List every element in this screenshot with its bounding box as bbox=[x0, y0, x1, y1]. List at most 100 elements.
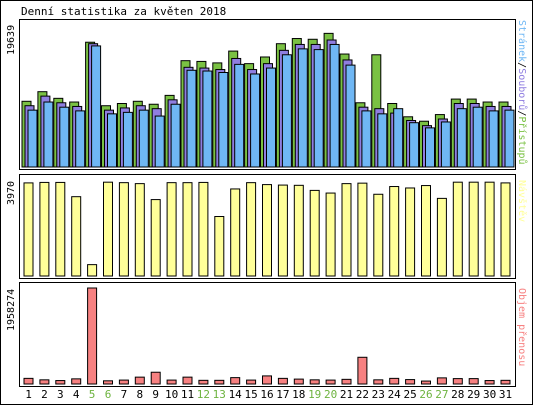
pages-bar-3 bbox=[59, 106, 70, 168]
kbytes-bar-13 bbox=[214, 379, 225, 385]
visits-bar-23 bbox=[373, 193, 384, 277]
visits-bar-10 bbox=[166, 182, 177, 277]
legend-sep-1: / bbox=[516, 62, 527, 68]
visits-bar-6 bbox=[103, 181, 113, 277]
day-label-3: 3 bbox=[57, 388, 64, 401]
pages-bar-18 bbox=[297, 48, 308, 168]
visits-bar-20 bbox=[325, 192, 336, 277]
visits-bar-14 bbox=[230, 188, 241, 277]
kbytes-bar-3 bbox=[55, 380, 66, 385]
pages-bar-31 bbox=[504, 109, 515, 168]
kbytes-bar-23 bbox=[373, 379, 384, 385]
kbytes-bar-28 bbox=[452, 378, 463, 385]
pages-bar-30 bbox=[488, 110, 499, 168]
kbytes-bar-16 bbox=[262, 375, 272, 385]
pages-bar-27 bbox=[440, 121, 451, 168]
visits-bar-25 bbox=[405, 187, 416, 277]
kbytes-bar-1 bbox=[23, 377, 34, 385]
kbytes-bar-9 bbox=[150, 371, 161, 385]
day-label-9: 9 bbox=[152, 388, 159, 401]
visits-bar-27 bbox=[436, 197, 447, 277]
day-label-21: 21 bbox=[340, 388, 353, 401]
kbytes-bar-21 bbox=[341, 378, 352, 385]
visits-bar-9 bbox=[150, 199, 161, 277]
legend-hits: Přístupů bbox=[516, 116, 528, 164]
visits-bar-31 bbox=[500, 182, 511, 277]
pages-bar-8 bbox=[138, 109, 149, 168]
kbytes-bar-14 bbox=[230, 377, 241, 385]
kbytes-bar-26 bbox=[421, 380, 431, 385]
visits-bar-11 bbox=[182, 182, 193, 277]
pages-bar-13 bbox=[218, 71, 229, 168]
kbytes-bar-5 bbox=[87, 287, 98, 385]
legend-sep-2: / bbox=[516, 110, 527, 116]
visits-bar-22 bbox=[357, 182, 368, 277]
kbytes-bar-8 bbox=[134, 376, 145, 385]
day-label-14: 14 bbox=[229, 388, 243, 401]
kbytes-bar-24 bbox=[389, 377, 400, 385]
visits-bar-7 bbox=[118, 182, 129, 277]
day-label-26: 26 bbox=[419, 388, 432, 401]
visits-bar-2 bbox=[39, 181, 50, 277]
day-label-19: 19 bbox=[308, 388, 321, 401]
visits-bar-15 bbox=[246, 182, 257, 277]
day-label-2: 2 bbox=[41, 388, 48, 401]
top-ymax-label: 19639 bbox=[6, 25, 17, 55]
visits-bar-8 bbox=[134, 183, 145, 277]
visits-bar-17 bbox=[277, 184, 288, 277]
chart-title: Denní statistika za květen 2018 bbox=[21, 5, 226, 18]
bottom-ymax-label: 1958274 bbox=[6, 289, 17, 331]
pages-bar-16 bbox=[266, 67, 276, 168]
pages-bar-19 bbox=[313, 49, 324, 168]
pages-bar-26 bbox=[425, 127, 435, 168]
day-label-11: 11 bbox=[181, 388, 194, 401]
pages-bar-23 bbox=[377, 113, 388, 168]
day-label-8: 8 bbox=[136, 388, 143, 401]
middle-bars bbox=[23, 181, 511, 277]
visits-bar-24 bbox=[389, 186, 400, 277]
pages-bar-25 bbox=[409, 122, 420, 168]
legend-pages: Stránek bbox=[516, 20, 528, 62]
day-label-29: 29 bbox=[467, 388, 480, 401]
visits-bar-16 bbox=[262, 184, 272, 277]
kbytes-bar-25 bbox=[405, 379, 416, 385]
bottom-bars bbox=[23, 287, 511, 385]
kbytes-bar-22 bbox=[357, 356, 368, 385]
middle-ymax-label: 3970 bbox=[6, 181, 17, 205]
kbytes-bar-31 bbox=[500, 379, 511, 385]
kbytes-bar-15 bbox=[246, 379, 257, 385]
bottom-panel-frame bbox=[19, 282, 516, 387]
legend-files: Souborů bbox=[516, 68, 528, 110]
day-labels: 1 2 3 4 5 6 7 8 9 10 11 12 13 14 15 16 17 18 19 20 21 22 23 24 2… bbox=[25, 388, 512, 401]
pages-bar-4 bbox=[75, 110, 86, 168]
pages-bar-7 bbox=[122, 111, 133, 168]
visits-bar-13 bbox=[214, 216, 225, 277]
visits-bar-30 bbox=[484, 181, 495, 277]
day-label-31: 31 bbox=[499, 388, 512, 401]
kbytes-bar-10 bbox=[166, 379, 177, 385]
kbytes-bar-19 bbox=[309, 379, 320, 385]
kbytes-bar-12 bbox=[198, 379, 209, 385]
visits-bar-19 bbox=[309, 189, 320, 277]
day-label-12: 12 bbox=[197, 388, 210, 401]
day-label-16: 16 bbox=[260, 388, 273, 401]
bottom-legend: Objem přenosu bbox=[516, 288, 528, 366]
visits-bar-3 bbox=[55, 181, 66, 277]
day-label-1: 1 bbox=[25, 388, 32, 401]
kbytes-bar-27 bbox=[436, 377, 447, 385]
pages-bar-20 bbox=[329, 43, 340, 168]
day-label-5: 5 bbox=[89, 388, 96, 401]
day-label-24: 24 bbox=[388, 388, 402, 401]
pages-bar-12 bbox=[202, 70, 213, 168]
middle-legend: Návštěv bbox=[516, 180, 528, 222]
day-label-28: 28 bbox=[451, 388, 464, 401]
pages-bar-17 bbox=[281, 54, 292, 168]
day-label-18: 18 bbox=[292, 388, 305, 401]
visits-bar-18 bbox=[293, 184, 304, 277]
kbytes-bar-17 bbox=[277, 377, 288, 385]
day-label-22: 22 bbox=[356, 388, 369, 401]
kbytes-bar-6 bbox=[103, 380, 113, 385]
kbytes-bar-29 bbox=[468, 378, 479, 385]
